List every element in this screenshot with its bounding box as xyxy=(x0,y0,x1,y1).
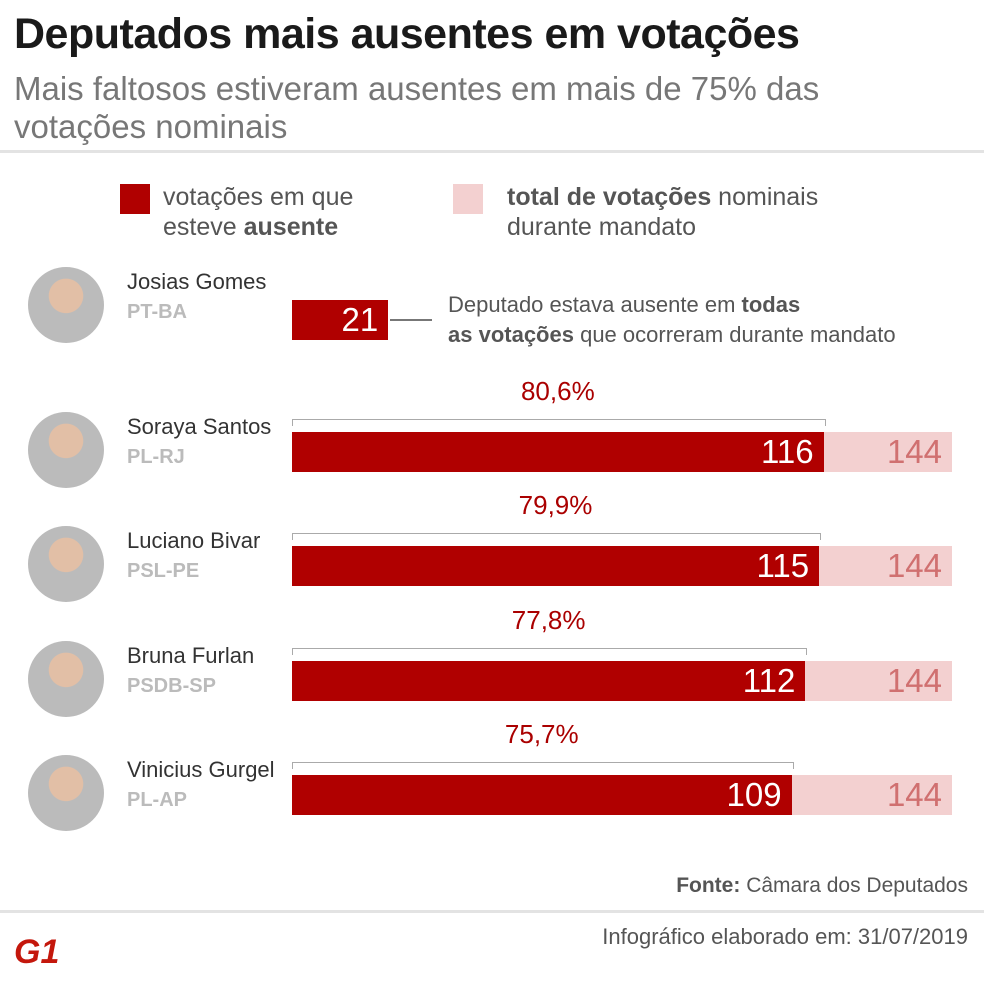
bar-absent xyxy=(292,546,820,586)
percent-bracket xyxy=(292,648,808,655)
total-label: 144 xyxy=(886,662,942,699)
bar-absent xyxy=(292,432,824,472)
bar-absent xyxy=(292,661,806,701)
legend-text-bold: total de votações xyxy=(507,183,712,211)
legend-total: total de votações nominais durante manda… xyxy=(507,182,818,242)
deputy-photo xyxy=(28,412,104,488)
note-text: Deputado estava ausente em xyxy=(448,292,742,317)
deputy-party: PL-RJ xyxy=(127,446,185,468)
percent-label: 75,7% xyxy=(504,719,579,749)
legend-text: durante mandato xyxy=(507,213,697,241)
legend-text: nominais xyxy=(711,183,819,211)
legend-text-bold: ausente xyxy=(243,213,339,241)
deputy-name: Vinicius Gurgel xyxy=(127,757,275,782)
note-text: que ocorreram durante mandato xyxy=(573,322,896,347)
legend-swatch-absent xyxy=(120,184,150,214)
absent-label: 116 xyxy=(761,433,814,470)
deputy-name: Soraya Santos xyxy=(127,414,272,439)
subtitle: Mais faltosos estiveram ausentes em mais… xyxy=(14,70,820,145)
deputy-photo xyxy=(28,641,104,717)
bar-absent xyxy=(292,300,389,340)
deputy-photo xyxy=(28,526,104,602)
annotation-note: Deputado estava ausente em todas as vota… xyxy=(448,290,896,350)
total-label: 144 xyxy=(886,433,942,470)
absent-label: 112 xyxy=(742,662,796,699)
total-label: 144 xyxy=(886,776,942,813)
percent-bracket xyxy=(292,533,822,540)
divider xyxy=(0,910,984,913)
bar-absent xyxy=(292,775,792,815)
absent-label: 115 xyxy=(756,547,810,584)
percent-label: 79,9% xyxy=(518,490,593,520)
legend-absent: votações em que esteve ausente xyxy=(163,182,353,242)
source-label: Fonte: xyxy=(676,874,741,897)
legend-swatch-total xyxy=(453,184,483,214)
legend-text: esteve xyxy=(163,213,244,241)
page-title: Deputados mais ausentes em votações xyxy=(14,10,800,58)
deputy-photo xyxy=(28,755,104,831)
note-text-bold: todas xyxy=(741,292,801,317)
deputy-party: PSL-PE xyxy=(127,560,200,582)
deputy-party: PL-AP xyxy=(127,789,187,811)
deputy-name: Bruna Furlan xyxy=(127,643,255,668)
percent-bracket xyxy=(292,762,794,769)
legend-text: votações em que xyxy=(163,183,354,211)
deputy-name: Luciano Bivar xyxy=(127,528,261,553)
deputy-name: Josias Gomes xyxy=(127,269,267,294)
deputy-party: PT-BA xyxy=(127,301,187,323)
percent-label: 77,8% xyxy=(511,605,586,635)
divider xyxy=(0,150,984,153)
g1-logo: G1 xyxy=(14,933,60,971)
note-connector xyxy=(390,319,432,321)
date: Infográfico elaborado em: 31/07/2019 xyxy=(602,924,968,949)
percent-label: 80,6% xyxy=(520,376,595,406)
source: Fonte: Câmara dos Deputados xyxy=(676,874,968,898)
deputy-party: PSDB-SP xyxy=(127,675,216,697)
total-label: 144 xyxy=(886,547,942,584)
source-text: Câmara dos Deputados xyxy=(740,874,968,897)
deputy-photo xyxy=(28,267,104,343)
absent-label: 21 xyxy=(341,301,379,338)
absent-label: 109 xyxy=(726,776,782,813)
note-text-bold: as votações xyxy=(448,322,574,347)
percent-bracket xyxy=(292,419,826,426)
